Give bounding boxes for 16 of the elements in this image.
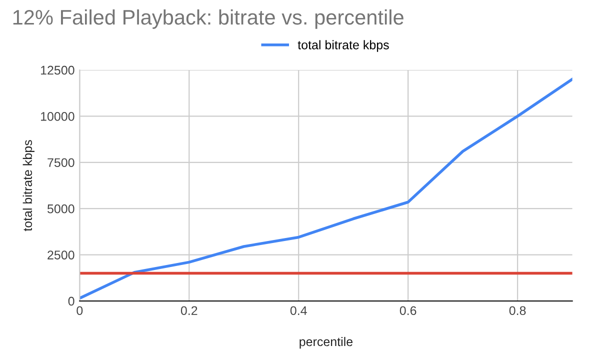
x-tick-label: 0.6 bbox=[400, 306, 416, 316]
y-tick-label: 5000 bbox=[47, 204, 74, 214]
y-tick-label: 2500 bbox=[48, 250, 74, 260]
x-tick-label: 0.8 bbox=[509, 306, 526, 316]
y-tick-label: 12500 bbox=[40, 66, 74, 75]
x-tick-label: 0.4 bbox=[290, 306, 307, 316]
y-tick-label: 0 bbox=[68, 296, 74, 306]
x-tick-label: 0.2 bbox=[180, 306, 198, 316]
y-tick-label: 10000 bbox=[40, 112, 74, 121]
line-series bbox=[80, 78, 572, 300]
y-tick-label: 7500 bbox=[48, 158, 74, 168]
x-tick-label: 0 bbox=[76, 306, 83, 316]
chart-title: 12% Failed Playback: bitrate vs. percentile bbox=[13, 9, 404, 29]
y-axis-title: total bitrate kbps bbox=[22, 140, 34, 232]
legend-label: total bitrate kbps bbox=[298, 40, 389, 52]
x-axis-title: percentile bbox=[300, 336, 353, 349]
